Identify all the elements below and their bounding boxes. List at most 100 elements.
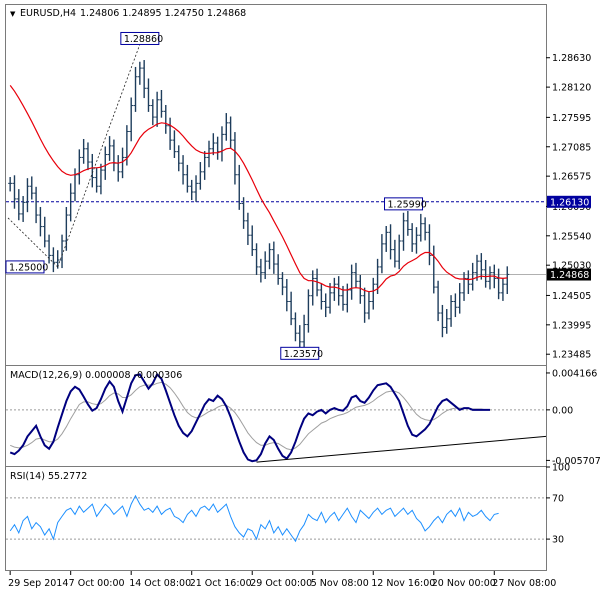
time-tick-label: 29 Sep 2014 [8, 578, 68, 589]
price-bar [189, 179, 194, 201]
price-tick-label: 1.23995 [552, 320, 591, 331]
price-bar [68, 183, 73, 222]
price-bar [263, 251, 268, 280]
price-bar [388, 224, 393, 260]
price-bar [427, 224, 432, 266]
price-bar [245, 212, 250, 246]
price-bar [479, 253, 484, 280]
price-bar [60, 234, 65, 269]
price-bar [306, 289, 311, 333]
price-bar [146, 78, 151, 112]
price-bar [16, 189, 21, 221]
price-bar [194, 175, 199, 202]
price-bar [319, 283, 324, 310]
time-tick-label: 21 Oct 16:00 [190, 578, 252, 589]
price-bar [453, 293, 458, 318]
price-bar [21, 196, 26, 222]
price-bar [120, 147, 125, 179]
macd-signal-line [10, 381, 490, 451]
price-bar [172, 130, 177, 158]
price-tick-label: 1.25030 [552, 261, 591, 272]
price-bar [198, 162, 203, 190]
price-bar [449, 295, 454, 327]
level-price-tag [547, 195, 591, 208]
time-tick-label: 29 Oct 00:00 [250, 578, 312, 589]
price-bar [202, 151, 207, 180]
extreme-label-box [5, 260, 45, 274]
rsi-title: RSI(14) 55.2772 [10, 471, 87, 482]
price-bar [302, 314, 307, 349]
price-bar [440, 304, 445, 338]
price-bar [176, 145, 181, 172]
price-bar [414, 227, 419, 254]
price-bar [293, 312, 298, 342]
time-tick-label: 12 Nov 16:00 [371, 578, 435, 589]
price-bar [181, 155, 186, 185]
price-bar [505, 266, 510, 294]
extreme-label: 1.23570 [284, 349, 323, 360]
price-bar [85, 142, 90, 171]
ohlc-values: 1.24806 1.24895 1.24750 1.24868 [80, 8, 246, 19]
level-price-label: 1.26130 [550, 197, 589, 208]
price-bar [487, 266, 492, 290]
price-bar [500, 277, 505, 301]
price-bar [29, 176, 34, 200]
time-tick-label: 14 Oct 08:00 [129, 578, 191, 589]
price-bar [410, 223, 415, 252]
price-bar [362, 287, 367, 323]
price-bar [94, 167, 99, 193]
price-bar [267, 243, 272, 270]
price-bar [466, 270, 471, 294]
price-bar [211, 133, 216, 156]
price-bar [423, 217, 428, 241]
price-tick-label: 1.28630 [552, 53, 591, 64]
macd-line [9, 372, 490, 463]
macd-title: MACD(12,26,9) 0.000008 -0.000306 [10, 370, 182, 381]
symbol-label: EURUSD,H4 [20, 8, 76, 19]
dropdown-arrow-icon[interactable]: ▼ [10, 10, 16, 18]
price-bar [258, 258, 263, 283]
price-bar [168, 117, 173, 150]
price-bar [250, 225, 255, 256]
macd-tick-label: 0.004166 [552, 368, 597, 379]
price-bar [163, 104, 168, 134]
price-tick-label: 1.23485 [552, 350, 591, 361]
price-bar [457, 283, 462, 314]
price-bar [228, 116, 233, 149]
price-bar [284, 279, 289, 312]
price-bar [150, 99, 155, 126]
price-bar [137, 61, 142, 85]
price-tick-label: 1.25540 [552, 231, 591, 242]
price-bar [142, 60, 147, 99]
price-bar [90, 153, 95, 188]
price-bar [475, 254, 479, 281]
price-bar [397, 234, 402, 270]
price-bar [392, 239, 397, 268]
extreme-label: 1.25000 [9, 262, 48, 273]
price-panel-frame [5, 4, 547, 366]
price-bar [107, 136, 112, 161]
price-bar [418, 213, 423, 242]
price-bar [332, 277, 337, 301]
price-bar [436, 280, 441, 322]
extreme-label-box [384, 197, 424, 211]
price-bar [224, 113, 229, 141]
rsi-line [9, 494, 499, 543]
macd-tick-label: 0.00 [552, 405, 573, 416]
price-bar [353, 262, 358, 288]
price-bar [371, 277, 376, 310]
rsi-tick-label: 70 [552, 493, 564, 504]
macd-panel [6, 372, 547, 463]
extreme-label: 1.25990 [388, 199, 427, 210]
price-bar [8, 177, 13, 192]
price-tick-label: 1.26575 [552, 172, 591, 183]
price-tick-label: 1.24505 [552, 291, 591, 302]
time-tick-label: 27 Nov 08:00 [492, 578, 556, 589]
rsi-panel [6, 494, 546, 543]
price-bar [384, 226, 389, 252]
price-bar [237, 164, 242, 210]
price-bar [133, 66, 138, 112]
moving-average-line [9, 85, 508, 293]
rsi-panel-frame [5, 466, 547, 571]
